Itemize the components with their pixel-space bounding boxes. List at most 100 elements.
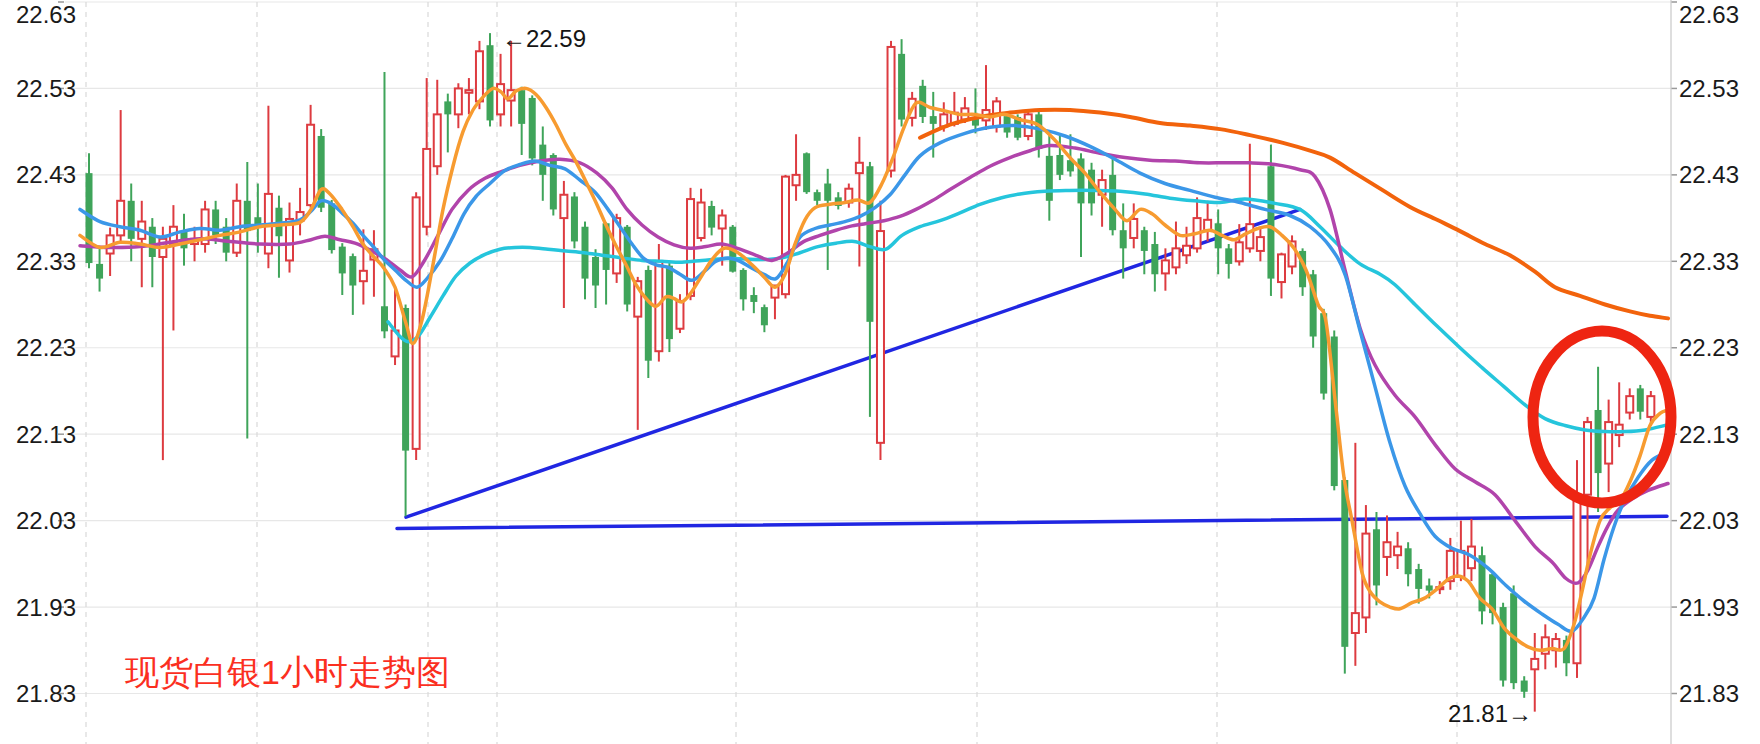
candle-up (1362, 505, 1369, 633)
candle-up (1172, 222, 1179, 275)
candle-body (149, 227, 156, 257)
candle-body (1120, 230, 1127, 248)
y-axis-label-left: 21.93 (16, 594, 76, 621)
candle-down (1500, 603, 1507, 687)
candle-body (1500, 607, 1507, 680)
candle-down (1478, 547, 1485, 625)
candle-up (1542, 624, 1549, 669)
candle-body (1246, 224, 1253, 248)
candle-down (275, 196, 282, 278)
candle-up (1584, 417, 1591, 564)
candle-body (719, 216, 726, 229)
candle-body (761, 307, 768, 325)
candle-down (1415, 564, 1422, 604)
candle-body (476, 51, 483, 101)
candle-body (803, 153, 810, 192)
candle-down (550, 153, 557, 215)
candle-up (983, 65, 990, 130)
candle-body (571, 196, 578, 241)
annotations: ←22.5921.81→现货白银1小时走势图 (125, 25, 1671, 727)
candle-down (824, 169, 831, 270)
candle-up (107, 228, 114, 276)
candle-up (286, 203, 293, 273)
candle-body (1151, 244, 1158, 274)
candle-body (381, 306, 388, 331)
candle-body (793, 175, 800, 185)
candle-down (972, 88, 979, 133)
candle-down (128, 184, 135, 262)
ma-cyan (388, 190, 1668, 432)
candle-body (1352, 613, 1359, 633)
candle-down (1215, 209, 1222, 274)
candle-body (1267, 166, 1274, 278)
candle-down (1225, 244, 1232, 279)
candle-up (793, 134, 800, 201)
candle-down (1046, 136, 1053, 221)
candle-down (592, 249, 599, 308)
y-axis-label-left: 22.63 (16, 1, 76, 28)
flat-trendline (397, 516, 1667, 528)
candle-up (307, 105, 314, 208)
candle-down (1405, 542, 1412, 586)
y-axis-label-left: 22.33 (16, 248, 76, 275)
candle-up (634, 277, 641, 430)
ma-slow-darkorange (920, 110, 1668, 319)
candle-body (1637, 388, 1644, 411)
candle-body (1626, 396, 1633, 412)
candle-down (750, 287, 757, 313)
candle-up (1531, 633, 1538, 712)
y-axis-label-right: 22.33 (1679, 248, 1739, 275)
candle-up (771, 286, 778, 320)
candle-body (96, 264, 103, 279)
candle-body (1647, 396, 1654, 417)
candle-up (455, 83, 462, 128)
candle-body (1257, 237, 1264, 251)
y-axis-label-right: 22.03 (1679, 507, 1739, 534)
candle-body (1521, 681, 1528, 692)
candle-body (1046, 156, 1053, 201)
y-axis-label-right: 22.13 (1679, 421, 1739, 448)
candle-down (1595, 367, 1602, 512)
candle-up (191, 227, 198, 262)
candle-body (455, 88, 462, 114)
candle-body (1278, 254, 1285, 282)
candle-body (930, 116, 937, 124)
candle-up (1605, 400, 1612, 492)
candle-body (1415, 569, 1422, 589)
candle-up (1278, 253, 1285, 299)
candle-down (571, 192, 578, 248)
candle-body (592, 257, 599, 286)
candle-down (1637, 385, 1644, 420)
candle-down (86, 153, 93, 268)
candle-body (328, 203, 335, 250)
candle-up (1394, 532, 1401, 569)
candle-body (856, 163, 863, 173)
candle-up (423, 78, 430, 235)
candle-body (1426, 585, 1433, 590)
candle-up (698, 189, 705, 242)
candle-up (508, 41, 515, 127)
candle-body (1384, 542, 1391, 557)
candle-down (761, 305, 768, 333)
candlestick-chart: 22.6322.6322.5322.5322.4322.4322.3322.33… (0, 0, 1760, 744)
candle-down (814, 190, 821, 206)
candle-down (381, 72, 388, 338)
candle-down (708, 201, 715, 236)
y-axis-label-right: 21.83 (1679, 680, 1739, 707)
candle-up (560, 181, 567, 308)
candle-down (518, 87, 525, 155)
candle-body (550, 155, 557, 209)
candle-body (413, 197, 420, 449)
candle-down (339, 243, 346, 295)
candle-body (318, 136, 325, 208)
candle-down (444, 94, 451, 153)
candle-body (708, 206, 715, 228)
candle-down (1141, 227, 1148, 275)
candle-down (96, 247, 103, 292)
candle-up (370, 230, 377, 297)
candle-body (1225, 248, 1232, 264)
candle-body (360, 271, 367, 281)
candle-up (117, 110, 124, 244)
y-axis-label-left: 22.43 (16, 161, 76, 188)
low-price-label: 21.81→ (1448, 700, 1532, 727)
